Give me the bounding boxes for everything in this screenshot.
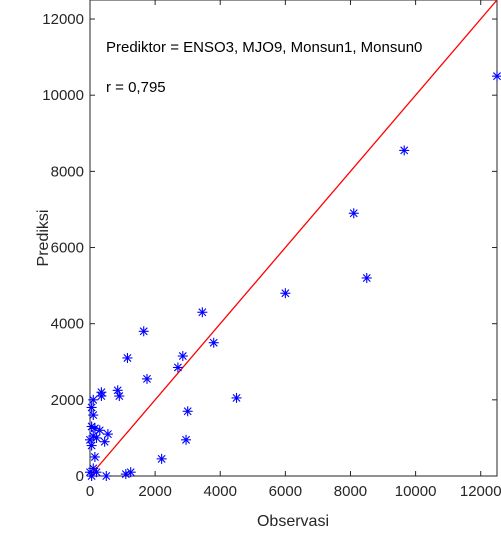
x-tick-label: 12000: [460, 483, 501, 500]
data-point: [96, 387, 107, 398]
data-point: [141, 373, 152, 384]
data-point: [101, 471, 112, 481]
x-tick-label: 0: [86, 483, 94, 500]
data-point: [348, 208, 359, 219]
data-point: [85, 467, 95, 478]
data-point: [280, 288, 291, 299]
x-tick-label: 10000: [395, 483, 437, 500]
y-tick-label: 0: [76, 468, 84, 485]
data-point: [399, 145, 410, 156]
data-point: [112, 385, 123, 396]
y-tick-label: 2000: [51, 392, 84, 409]
x-axis-label: Observasi: [257, 513, 329, 530]
data-point: [99, 436, 110, 447]
x-tick-label: 2000: [138, 483, 171, 500]
data-point: [86, 421, 97, 432]
data-point: [88, 394, 99, 405]
data-point: [231, 392, 242, 403]
y-tick-label: 4000: [51, 316, 84, 333]
data-points: [85, 71, 501, 481]
data-point: [172, 362, 183, 373]
x-tick-label: 6000: [269, 483, 302, 500]
reference-line: [89, 0, 498, 477]
y-tick-label: 10000: [42, 87, 84, 104]
y-tick-label: 12000: [42, 11, 84, 28]
data-point: [177, 351, 188, 362]
data-point: [85, 434, 95, 445]
y-tick-label: 8000: [51, 163, 84, 180]
data-point: [156, 453, 167, 464]
annotation-predictor: Prediktor = ENSO3, MJO9, Monsun1, Monsun…: [106, 39, 422, 56]
data-point: [492, 71, 501, 82]
y-axis-label: Prediksi: [35, 210, 52, 267]
annotation-r: r = 0,795: [106, 79, 166, 96]
data-point: [102, 429, 113, 440]
data-point: [122, 352, 133, 363]
data-point: [182, 406, 193, 417]
y-tick-label: 6000: [51, 240, 84, 257]
data-point: [197, 307, 208, 318]
data-point: [208, 337, 219, 348]
data-point: [138, 326, 149, 337]
data-point: [181, 434, 192, 445]
axis-ticks: 0 2000 4000 6000 8000 10000 12000 0 2000 4000 6000…: [42, 0, 501, 500]
data-point: [88, 410, 99, 421]
data-point: [361, 272, 372, 283]
data-point: [86, 402, 97, 413]
data-point: [89, 451, 100, 462]
data-point: [120, 469, 131, 480]
x-tick-label: 4000: [204, 483, 237, 500]
x-tick-label: 8000: [334, 483, 367, 500]
